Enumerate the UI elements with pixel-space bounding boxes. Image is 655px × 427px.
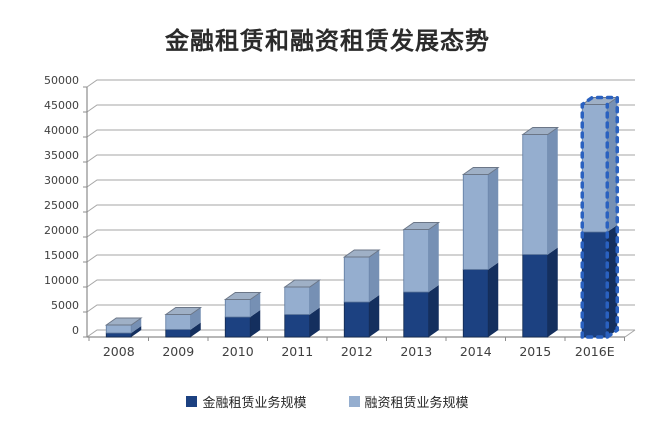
bar-segment-side — [547, 247, 558, 337]
bar-2010 — [223, 292, 262, 338]
bar-top-face — [104, 317, 143, 326]
bar-segment-light — [224, 299, 251, 318]
gridline — [86, 79, 635, 88]
forecast-dashed-outline — [580, 95, 619, 339]
bar-segment-side — [369, 295, 380, 337]
bar-segment-dark — [522, 254, 549, 338]
x-axis-label: 2010 — [222, 344, 254, 359]
bar-segment-dark — [105, 332, 132, 338]
x-axis-label: 2013 — [400, 344, 432, 359]
gridline — [86, 104, 635, 113]
legend-swatch-light — [348, 396, 360, 407]
bar-2011 — [283, 279, 322, 338]
legend-swatch-dark — [186, 396, 198, 407]
y-axis-label: 0 — [72, 324, 79, 337]
legend-label: 金融租赁业务规模 — [202, 396, 307, 411]
y-axis-label: 5000 — [51, 299, 79, 312]
legend-label: 融资租赁业务规模 — [364, 396, 469, 411]
bar-top-face — [164, 307, 203, 315]
bar-top-face — [521, 127, 560, 135]
bar-segment-light — [581, 104, 608, 233]
bar-2012 — [342, 249, 381, 338]
y-axis-label: 45000 — [44, 99, 79, 112]
bar-2009 — [164, 307, 203, 338]
bar-segment-side — [131, 326, 142, 337]
bar-segment-side — [309, 307, 320, 337]
y-axis-label: 30000 — [44, 174, 79, 187]
y-axis-label: 40000 — [44, 124, 79, 137]
bar-segment-side — [250, 292, 261, 317]
bar-top-face — [283, 279, 322, 288]
bar-segment-side — [369, 250, 380, 302]
x-axis-label: 2008 — [103, 344, 135, 359]
chart-legend: 金融租赁业务规模 融资租赁业务规模 — [0, 392, 655, 411]
y-axis-label: 10000 — [44, 274, 79, 287]
bar-segment-side — [488, 262, 499, 337]
bar-segment-side — [607, 97, 618, 232]
y-axis-label: 35000 — [44, 149, 79, 162]
bar-2014 — [461, 167, 500, 338]
x-axis-label: 2014 — [460, 344, 492, 359]
x-axis-label: 2016E — [575, 344, 615, 359]
bar-segment-dark — [581, 231, 608, 338]
y-axis-label: 15000 — [44, 249, 79, 262]
gridline — [86, 279, 635, 288]
bar-segment-side — [428, 285, 439, 337]
bar-segment-light — [105, 324, 132, 334]
bar-segment-light — [522, 134, 549, 255]
y-axis-label: 25000 — [44, 199, 79, 212]
gridline — [86, 179, 635, 188]
bar-segment-light — [343, 256, 370, 303]
bar-segment-dark — [403, 291, 430, 338]
y-axis-label: 50000 — [44, 74, 79, 87]
gridlines: 0 5000 10000 15000 20000 25000 30000 35000 40000… — [44, 74, 635, 338]
x-axis-label: 2012 — [341, 344, 373, 359]
gridline — [86, 254, 635, 263]
bar-segment-side — [309, 280, 320, 315]
bar-top-face — [342, 249, 381, 258]
gridline — [86, 204, 635, 213]
bar-2015 — [521, 127, 560, 338]
bar-segment-side — [547, 127, 558, 255]
bar-segment-dark — [165, 329, 192, 338]
bar-segment-dark — [284, 314, 311, 338]
floor-right-edge — [624, 329, 636, 338]
legend-item-finance-leasing: 融资租赁业务规模 — [348, 392, 469, 411]
bar-2016E — [580, 95, 619, 339]
bar-segment-side — [250, 310, 261, 337]
bar-segment-light — [284, 286, 311, 315]
bar-segment-dark — [343, 301, 370, 338]
gridline — [86, 154, 635, 163]
bar-segment-side — [488, 167, 499, 270]
bar-segment-side — [131, 318, 142, 333]
bars: 2008 2009 2010 2011 2012 2013 2014 2015 2016E — [103, 95, 619, 359]
bar-segment-side — [428, 222, 439, 292]
bar-top-face — [461, 167, 500, 175]
bar-top-face — [223, 292, 262, 300]
gridline — [86, 229, 635, 238]
y-axis-label: 20000 — [44, 224, 79, 237]
bar-segment-dark — [224, 316, 251, 338]
bar-2013 — [402, 222, 441, 338]
bar-segment-dark — [462, 269, 489, 338]
x-axis-label: 2015 — [519, 344, 551, 359]
x-axis-label: 2009 — [162, 344, 194, 359]
gridline — [86, 129, 635, 138]
bar-segment-light — [165, 314, 192, 330]
chart-title: 金融租赁和融资租赁发展态势 — [165, 27, 490, 55]
legend-item-financial-leasing: 金融租赁业务规模 — [186, 392, 307, 411]
bar-top-face — [402, 222, 441, 230]
gridline — [86, 329, 635, 338]
x-axis-label: 2011 — [281, 344, 313, 359]
bar-2008 — [104, 317, 143, 338]
bar-segment-side — [190, 322, 201, 337]
bar-segment-light — [403, 229, 430, 293]
bar-segment-side — [607, 225, 618, 337]
gridline — [86, 304, 635, 313]
bar-segment-light — [462, 174, 489, 270]
